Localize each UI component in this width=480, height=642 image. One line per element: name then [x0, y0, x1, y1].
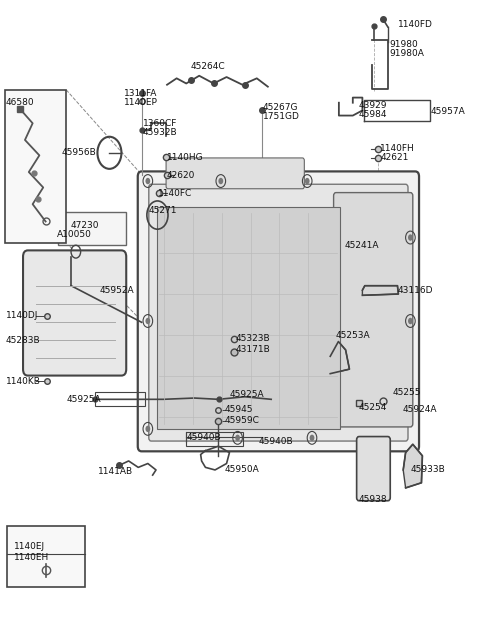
Text: 1140FC: 1140FC — [158, 189, 192, 198]
Text: 45933B: 45933B — [410, 465, 445, 474]
Text: 1140EH: 1140EH — [14, 553, 49, 562]
Polygon shape — [330, 342, 349, 374]
Text: 45255: 45255 — [393, 388, 421, 397]
Text: 91980: 91980 — [390, 40, 419, 49]
Text: 45938: 45938 — [359, 495, 388, 504]
Text: 42620: 42620 — [167, 171, 195, 180]
Text: 1140DJ: 1140DJ — [6, 311, 38, 320]
Text: 45925A: 45925A — [66, 395, 101, 404]
Circle shape — [408, 318, 413, 324]
Text: 45924A: 45924A — [402, 405, 437, 414]
Circle shape — [145, 178, 150, 184]
Text: 45925A: 45925A — [229, 390, 264, 399]
Text: 45984: 45984 — [359, 110, 387, 119]
Polygon shape — [362, 286, 398, 295]
Text: 43116D: 43116D — [397, 286, 433, 295]
Circle shape — [408, 234, 413, 241]
Text: 1140KB: 1140KB — [6, 377, 41, 386]
Text: A10050: A10050 — [57, 230, 92, 239]
Text: 45267G: 45267G — [263, 103, 299, 112]
FancyBboxPatch shape — [357, 437, 390, 501]
Text: 45959C: 45959C — [225, 416, 260, 425]
Text: 43171B: 43171B — [235, 345, 270, 354]
FancyBboxPatch shape — [58, 212, 126, 245]
Text: 45271: 45271 — [149, 206, 177, 215]
Circle shape — [145, 318, 150, 324]
Text: 45932B: 45932B — [143, 128, 178, 137]
FancyBboxPatch shape — [334, 193, 413, 427]
Text: 46580: 46580 — [6, 98, 35, 107]
Circle shape — [305, 178, 310, 184]
Text: 1311FA: 1311FA — [124, 89, 157, 98]
Text: 1140EP: 1140EP — [124, 98, 158, 107]
FancyBboxPatch shape — [7, 526, 85, 587]
FancyBboxPatch shape — [157, 207, 340, 429]
FancyBboxPatch shape — [166, 158, 304, 189]
Text: 45264C: 45264C — [191, 62, 226, 71]
Text: 45241A: 45241A — [345, 241, 379, 250]
Text: 45940B: 45940B — [186, 433, 221, 442]
Text: 45957A: 45957A — [431, 107, 466, 116]
FancyBboxPatch shape — [23, 250, 126, 376]
Text: 45253A: 45253A — [336, 331, 371, 340]
Text: 45283B: 45283B — [6, 336, 40, 345]
Circle shape — [235, 435, 240, 441]
Circle shape — [145, 426, 150, 432]
Text: 1140HG: 1140HG — [167, 153, 204, 162]
Text: 43929: 43929 — [359, 101, 387, 110]
Text: 45950A: 45950A — [225, 465, 259, 474]
Text: 45952A: 45952A — [100, 286, 134, 295]
FancyBboxPatch shape — [138, 171, 419, 451]
Text: 45254: 45254 — [359, 403, 387, 412]
Text: 47230: 47230 — [71, 221, 99, 230]
Text: 45323B: 45323B — [235, 334, 270, 343]
FancyBboxPatch shape — [5, 90, 66, 243]
Polygon shape — [403, 444, 422, 488]
Text: 45945: 45945 — [225, 405, 253, 414]
Circle shape — [218, 178, 223, 184]
Text: 42621: 42621 — [380, 153, 408, 162]
Text: 1140FD: 1140FD — [398, 20, 433, 29]
Text: 1360CF: 1360CF — [143, 119, 178, 128]
Text: 91980A: 91980A — [390, 49, 425, 58]
Text: 1140FH: 1140FH — [380, 144, 415, 153]
Text: 1141AB: 1141AB — [98, 467, 133, 476]
Text: 1751GD: 1751GD — [263, 112, 300, 121]
Text: 1140EJ: 1140EJ — [14, 542, 46, 551]
Circle shape — [310, 435, 314, 441]
FancyBboxPatch shape — [149, 184, 408, 441]
Text: 45956B: 45956B — [61, 148, 96, 157]
Text: 45940B: 45940B — [258, 437, 293, 446]
